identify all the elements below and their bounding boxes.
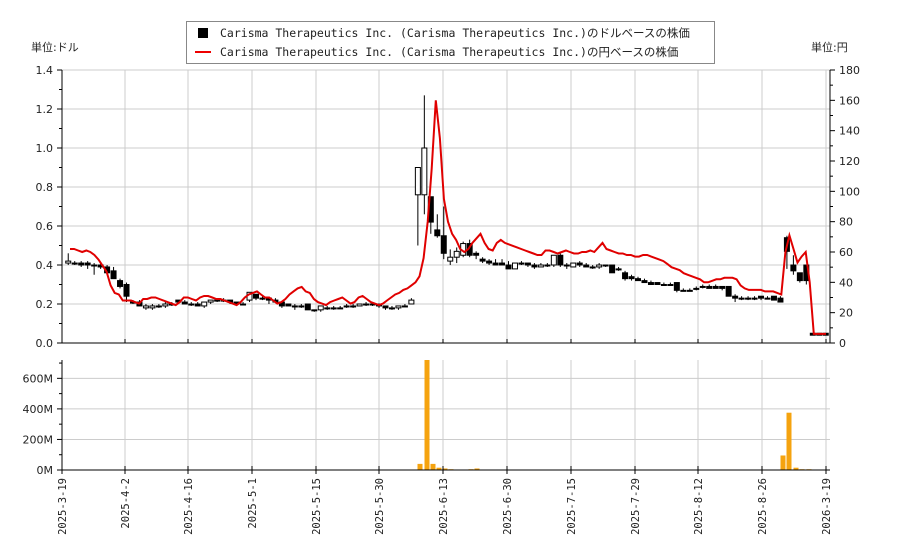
- svg-text:60: 60: [839, 246, 853, 259]
- svg-text:200M: 200M: [23, 433, 54, 446]
- svg-text:0.4: 0.4: [36, 259, 54, 272]
- red-line-icon: [195, 51, 211, 53]
- volume-grid: [61, 360, 830, 471]
- svg-text:2025-8-26: 2025-8-26: [757, 478, 769, 535]
- svg-text:80: 80: [839, 216, 853, 229]
- left-axis-unit: 単位:ドル: [31, 41, 79, 54]
- svg-text:0.0: 0.0: [36, 337, 54, 350]
- svg-text:2025-5-30: 2025-5-30: [374, 478, 386, 535]
- svg-text:2026-3-19: 2026-3-19: [821, 478, 833, 535]
- svg-text:0.8: 0.8: [36, 181, 54, 194]
- x-axis-labels: 2025-3-19 2025-4-2 2025-4-16 2025-5-1 2025-5…: [57, 478, 833, 535]
- svg-text:180: 180: [839, 64, 860, 77]
- svg-text:2025-3-19: 2025-3-19: [57, 478, 69, 535]
- svg-text:20: 20: [839, 307, 853, 320]
- legend-item-usd: Carisma Therapeutics Inc. (Carisma Thera…: [195, 24, 690, 42]
- svg-text:2025-7-15: 2025-7-15: [566, 478, 578, 535]
- legend-item-jpy: Carisma Therapeutics Inc. (Carisma Thera…: [195, 43, 678, 61]
- legend-label-jpy: Carisma Therapeutics Inc. (Carisma Thera…: [220, 45, 679, 59]
- volume-axes: 0M 200M 400M 600M: [23, 360, 830, 477]
- svg-text:0.2: 0.2: [36, 298, 54, 311]
- svg-text:400M: 400M: [23, 403, 54, 416]
- legend-label-usd: Carisma Therapeutics Inc. (Carisma Thera…: [220, 26, 690, 40]
- svg-text:2025-5-1: 2025-5-1: [247, 478, 259, 529]
- svg-text:0.6: 0.6: [36, 220, 54, 233]
- svg-text:1.4: 1.4: [36, 64, 54, 77]
- svg-text:160: 160: [839, 94, 860, 107]
- price-axes: 0.0 0.2 0.4 0.6 0.8 1.0 1.2 1.4 0 20 40 60 80 100 120 1…: [36, 64, 861, 350]
- svg-text:2025-6-30: 2025-6-30: [502, 478, 514, 535]
- right-axis-unit: 単位:円: [811, 41, 848, 54]
- svg-text:0M: 0M: [37, 464, 54, 477]
- svg-text:2025-6-13: 2025-6-13: [438, 478, 450, 535]
- volume-bars: [313, 360, 812, 471]
- svg-text:2025-7-29: 2025-7-29: [630, 478, 642, 535]
- price-grid: [61, 69, 830, 344]
- svg-text:2025-8-12: 2025-8-12: [693, 478, 705, 535]
- svg-text:2025-4-2: 2025-4-2: [120, 478, 132, 529]
- jpy-price-line: [70, 100, 826, 335]
- svg-text:100: 100: [839, 185, 860, 198]
- svg-text:0: 0: [839, 337, 846, 350]
- svg-text:140: 140: [839, 125, 860, 138]
- black-square-icon: [198, 28, 208, 38]
- chart-legend: Carisma Therapeutics Inc. (Carisma Thera…: [186, 21, 715, 64]
- svg-text:2025-4-16: 2025-4-16: [183, 478, 195, 535]
- svg-text:600M: 600M: [23, 372, 54, 385]
- svg-text:1.0: 1.0: [36, 142, 54, 155]
- svg-text:40: 40: [839, 276, 853, 289]
- svg-text:120: 120: [839, 155, 860, 168]
- svg-text:2025-5-15: 2025-5-15: [311, 478, 323, 535]
- svg-text:1.2: 1.2: [36, 103, 54, 116]
